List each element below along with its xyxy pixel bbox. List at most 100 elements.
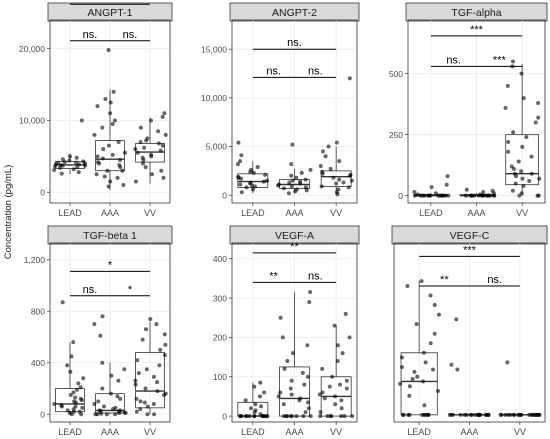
data-point [149,118,154,123]
data-point [317,392,322,397]
data-point [73,160,78,165]
significance-label: ns. [123,29,138,41]
y-tick-label: 300 [213,293,227,303]
data-point [56,160,61,165]
data-point [278,315,283,320]
data-point [503,412,508,417]
data-point [158,148,163,153]
data-point [252,384,257,389]
data-point [80,405,85,410]
data-point [306,400,311,405]
data-point [414,322,419,327]
data-point [524,135,529,140]
data-point [505,360,510,365]
significance-label: ** [269,270,278,282]
data-point [399,355,404,360]
data-point [163,342,168,347]
data-point [265,178,270,183]
data-point [74,155,79,160]
data-point [243,414,248,419]
data-point [458,412,463,417]
data-point [286,191,291,196]
data-point [255,164,260,169]
data-point [421,412,426,417]
significance-label: ns. [83,29,98,41]
data-point [59,404,64,409]
data-point [492,193,497,198]
data-point [339,398,344,403]
data-point [151,401,156,406]
y-tick-label: 500 [389,69,403,79]
x-tick-label: VV [514,427,526,437]
y-tick-label: 15,000 [201,44,227,54]
data-point [101,404,106,409]
x-tick-label: AAA [101,427,119,437]
data-point [135,150,140,155]
data-point [280,335,285,340]
data-point [163,391,168,396]
data-point [281,186,286,191]
data-point [95,160,100,165]
data-point [344,378,349,383]
data-point [464,187,469,192]
data-point [71,390,76,395]
data-point [436,193,441,198]
significance-label: ns. [487,274,502,286]
data-point [503,105,508,110]
data-point [299,170,304,175]
data-point [473,412,478,417]
data-point [529,171,534,176]
data-point [154,322,159,327]
data-point [307,300,312,305]
data-point [318,410,323,415]
data-point [337,159,342,164]
data-point [118,157,123,162]
data-point [511,412,516,417]
data-point [398,381,403,386]
panel-title: ANGPT-1 [88,7,133,19]
data-point [328,414,333,419]
x-tick-label: AAA [285,208,303,218]
data-point [289,184,294,189]
data-point [108,391,113,396]
data-point [134,409,139,414]
data-point [151,374,156,379]
data-point [118,408,123,413]
data-point [276,394,281,399]
data-point [99,411,104,416]
panel-0: ANGPT-1 0 10,000 20,000 ** ns. ns. LEAD AAA VV [19,0,173,218]
data-point [337,177,342,182]
y-tick-label: 0 [40,409,45,419]
data-point [152,412,157,417]
panel-5: VEGF-C***** ns.LEAD AAA VV [391,225,548,437]
data-point [510,188,515,193]
data-point [537,176,542,181]
data-point [100,386,105,391]
panel-title: VEGF-A [275,230,314,242]
data-point [145,412,150,417]
data-point [421,350,426,355]
data-point [432,303,437,308]
data-point [319,184,324,189]
data-point [322,396,327,401]
data-point [327,384,332,389]
data-point [506,412,511,417]
data-point [308,414,313,419]
data-point [529,154,534,159]
data-point [431,367,436,372]
data-point [150,172,155,177]
significance-label: ns. [83,284,98,296]
data-point [247,414,252,419]
data-point [252,414,257,419]
data-point [238,182,243,187]
data-point [156,141,161,146]
data-point [123,410,128,415]
data-point [454,317,459,322]
data-point [244,185,249,190]
data-point [144,138,149,143]
data-point [332,323,337,328]
data-point [136,371,141,376]
data-point [410,377,415,382]
data-point [512,171,517,176]
data-point [537,412,542,417]
